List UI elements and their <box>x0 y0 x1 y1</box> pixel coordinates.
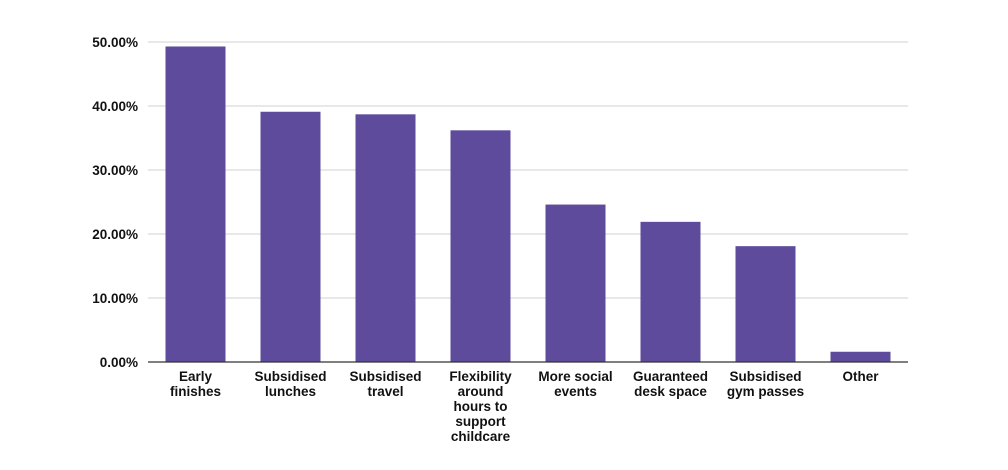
x-category-label-line: travel <box>367 384 403 399</box>
x-category-label-line: Guaranteed <box>633 369 708 384</box>
bar-other <box>830 351 891 362</box>
x-category-label-line: Subsidised <box>254 369 326 384</box>
x-category-label: Early finishes <box>170 369 221 399</box>
x-category-label-line: desk space <box>634 384 707 399</box>
x-category-label-line: Other <box>842 369 879 384</box>
bar-subsidised-lunches <box>260 111 321 362</box>
bar-guaranteed-desk-space <box>640 221 701 362</box>
x-category-label-line: finishes <box>170 384 221 399</box>
bar-flexibility-around-hours-to-support-childcare <box>450 130 511 362</box>
x-category-label: Flexibility around hours to support childcar… <box>449 369 512 444</box>
y-axis-tick-labels: 0.00% 10.00% 20.00% 30.00% 40.00% 50.00% <box>92 35 138 370</box>
y-tick-label: 40.00% <box>92 99 138 114</box>
y-tick-label: 30.00% <box>92 163 138 178</box>
x-category-label: Other <box>842 369 879 384</box>
x-category-label-line: gym passes <box>727 384 804 399</box>
y-tick-label: 10.00% <box>92 291 138 306</box>
x-category-label-line: hours to <box>454 399 508 414</box>
bars <box>165 46 891 362</box>
bar-more-social-events <box>545 204 606 362</box>
bar-subsidised-gym-passes <box>735 246 796 362</box>
y-tick-label: 0.00% <box>100 355 138 370</box>
x-category-label-line: childcare <box>451 429 511 444</box>
x-category-label: Guaranteed desk space <box>633 369 708 399</box>
x-category-label: Subsidised gym passes <box>727 369 804 399</box>
y-tick-label: 20.00% <box>92 227 138 242</box>
x-category-label-line: lunches <box>265 384 316 399</box>
x-category-label-line: More social <box>538 369 612 384</box>
x-category-label-line: Early <box>179 369 213 384</box>
x-category-label-line: around <box>458 384 504 399</box>
x-category-label-line: events <box>554 384 597 399</box>
x-category-label: Subsidised lunches <box>254 369 326 399</box>
bar-early-finishes <box>165 46 226 362</box>
x-category-label: More social events <box>538 369 612 399</box>
y-tick-label: 50.00% <box>92 35 138 50</box>
x-category-label-line: Subsidised <box>729 369 801 384</box>
x-category-label: Subsidised travel <box>349 369 421 399</box>
bar-subsidised-travel <box>355 114 416 362</box>
x-category-label-line: Subsidised <box>349 369 421 384</box>
x-category-label-line: Flexibility <box>449 369 512 384</box>
x-category-label-line: support <box>455 414 506 429</box>
